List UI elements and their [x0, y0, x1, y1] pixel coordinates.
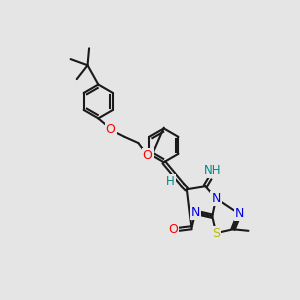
- Text: N: N: [235, 207, 244, 220]
- Text: O: O: [168, 223, 178, 236]
- Text: O: O: [106, 123, 116, 136]
- Text: O: O: [143, 149, 152, 162]
- Text: NH: NH: [204, 164, 222, 177]
- Text: S: S: [212, 226, 220, 240]
- Text: H: H: [166, 175, 175, 188]
- Text: N: N: [190, 206, 200, 219]
- Text: N: N: [212, 192, 221, 205]
